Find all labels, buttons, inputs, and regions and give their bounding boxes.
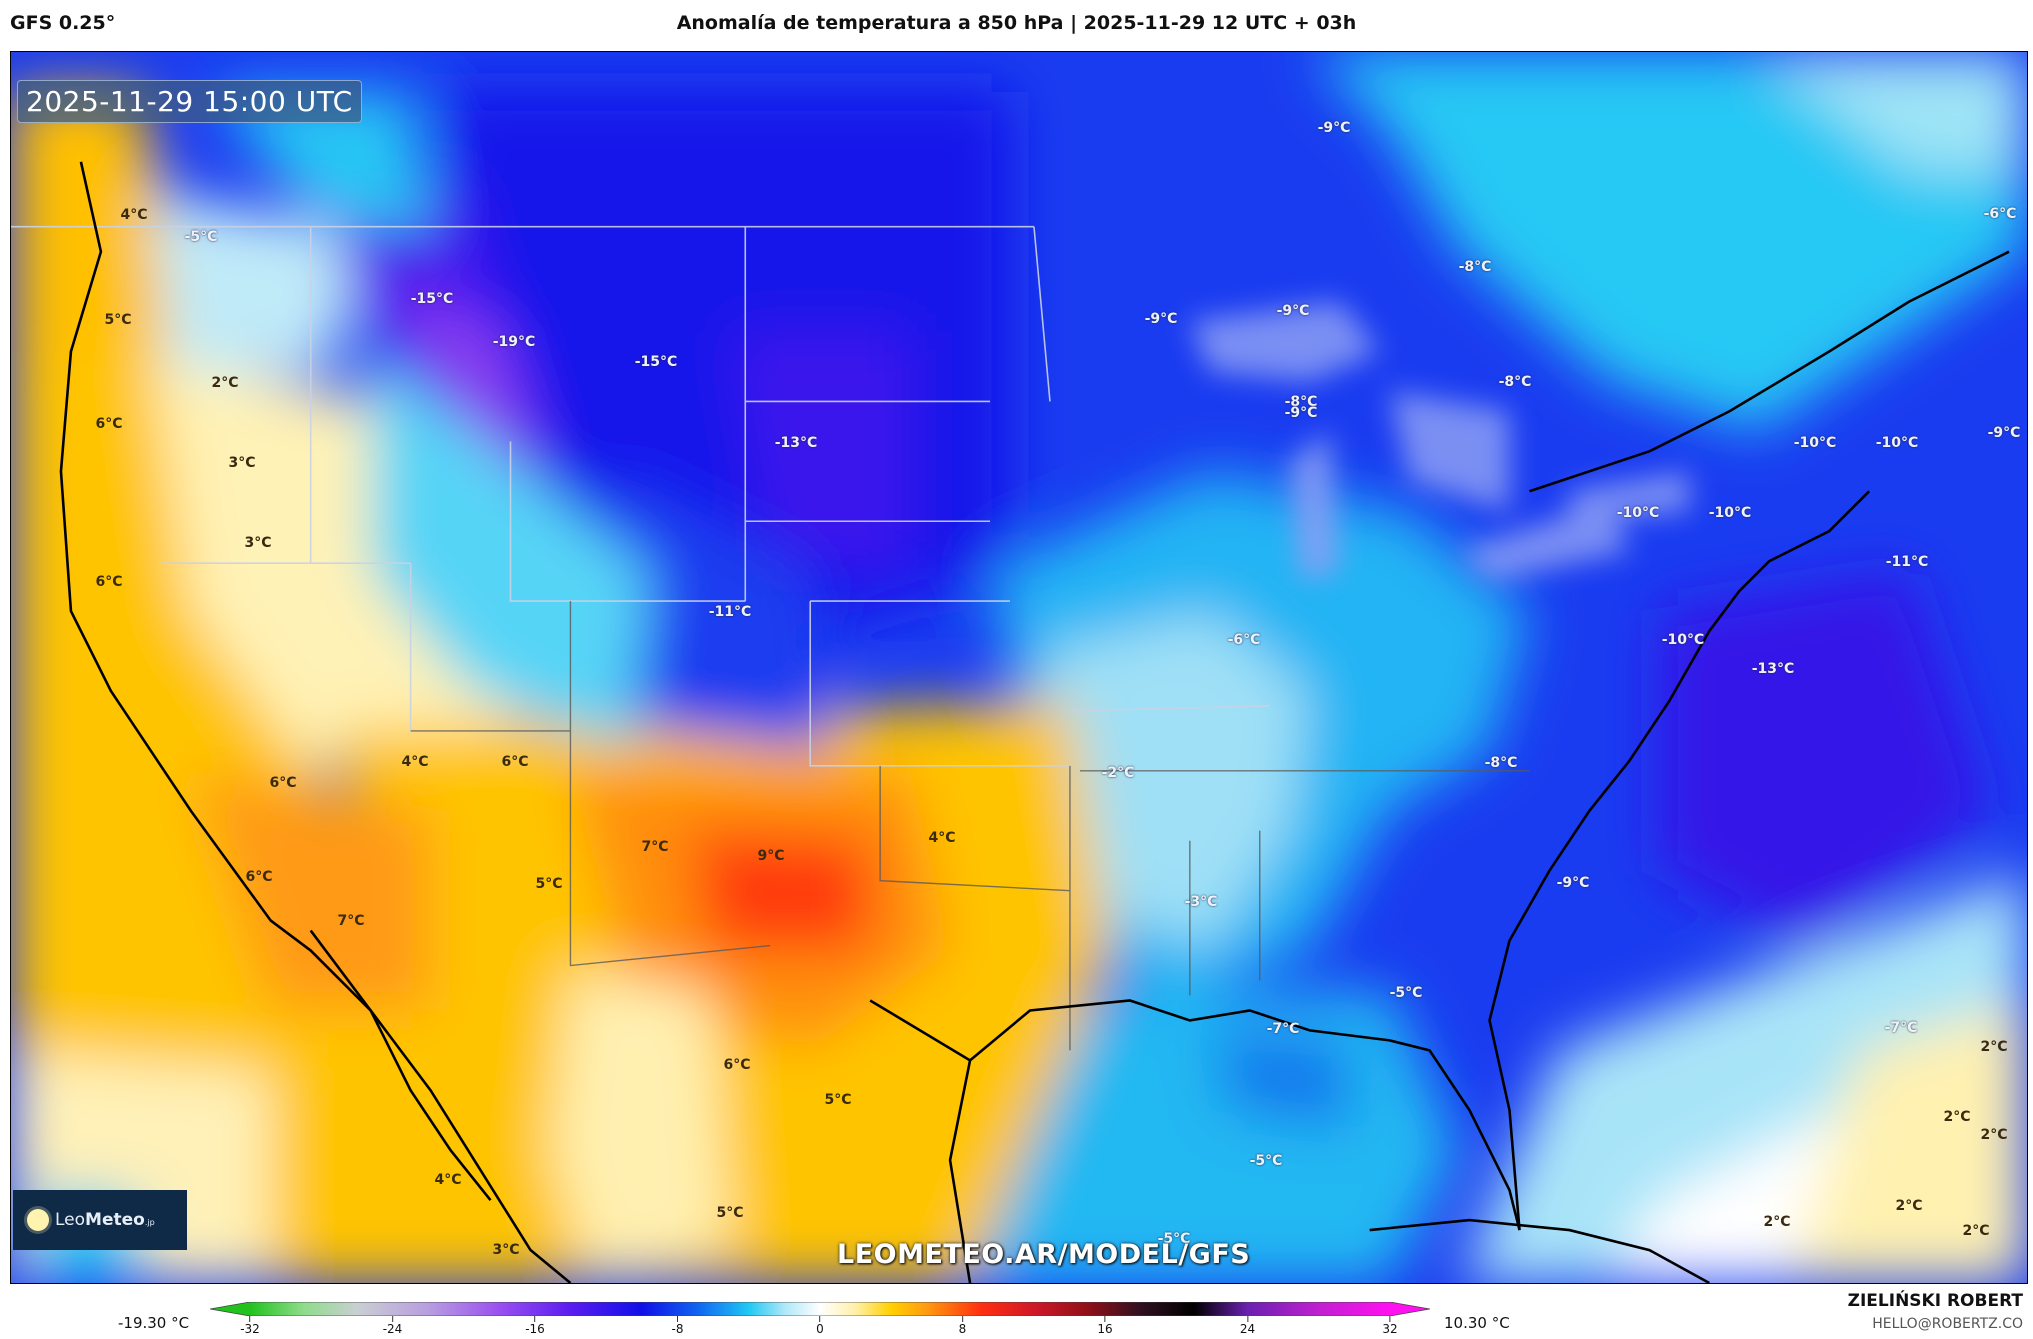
colorbar-tick: -16 <box>525 1316 545 1336</box>
contour-label: 7°C <box>641 839 669 855</box>
contour-label: -9°C <box>1987 425 2021 441</box>
contour-label: -9°C <box>1317 120 1351 136</box>
source-watermark: LEOMETEO.AR/MODEL/GFS <box>837 1239 1251 1270</box>
contour-label: 2°C <box>1962 1223 1990 1239</box>
colorbar-tick: 8 <box>959 1316 967 1336</box>
colorbar-tick: -8 <box>672 1316 684 1336</box>
contour-label: 7°C <box>337 913 365 929</box>
model-label: GFS 0.25° <box>10 12 116 34</box>
contour-label: -13°C <box>1751 661 1795 677</box>
contour-label: 4°C <box>120 207 148 223</box>
contour-label: -10°C <box>1793 435 1837 451</box>
colorbar-min-label: -19.30 °C <box>118 1314 190 1332</box>
contour-label: 2°C <box>1980 1127 2008 1143</box>
contour-label: -5°C <box>1157 1231 1191 1247</box>
contour-label: -7°C <box>1266 1021 1300 1037</box>
contour-label: -19°C <box>492 334 536 350</box>
colorbar-ticks: -32 -24 -16 -8 0 8 16 24 32 <box>210 1316 1430 1338</box>
author-credit: ZIELIŃSKI ROBERT <box>1847 1291 2023 1311</box>
contour-label: 6°C <box>95 574 123 590</box>
contour-label: -8°C <box>1458 259 1492 275</box>
temperature-anomaly-map[interactable]: 2025-11-29 15:00 UTC 4°C -5°C 5°C -15°C -19°… <box>10 51 2028 1284</box>
contour-label: 2°C <box>1763 1214 1791 1230</box>
contour-label: 4°C <box>401 754 429 770</box>
contour-label: -11°C <box>708 604 752 620</box>
contour-label: 5°C <box>104 312 132 328</box>
contour-label: -9°C <box>1144 311 1178 327</box>
anomaly-field <box>11 52 2027 1283</box>
contour-label: -9°C <box>1556 875 1590 891</box>
contour-label: 4°C <box>928 830 956 846</box>
author-email[interactable]: HELLO@ROBERTZ.CO <box>1872 1316 2023 1332</box>
contour-label: -9°C <box>1284 405 1318 421</box>
colorbar-tick: -24 <box>383 1316 403 1336</box>
contour-label: -11°C <box>1885 554 1929 570</box>
contour-label: -5°C <box>1389 985 1423 1001</box>
contour-label: -9°C <box>1276 303 1310 319</box>
colorbar <box>210 1302 1430 1316</box>
colorbar-legend: -19.30 °C -32 -24 -16 -8 0 8 16 24 32 10.30 °C <box>0 1290 2033 1339</box>
contour-label: -13°C <box>774 435 818 451</box>
contour-label: 5°C <box>535 876 563 892</box>
contour-label: 5°C <box>716 1205 744 1221</box>
contour-label: 6°C <box>269 775 297 791</box>
colorbar-tick: 16 <box>1097 1316 1112 1336</box>
contour-label: -10°C <box>1708 505 1752 521</box>
colorbar-tick: 24 <box>1240 1316 1255 1336</box>
contour-label: -6°C <box>1227 632 1261 648</box>
contour-label: 5°C <box>824 1092 852 1108</box>
contour-label: 3°C <box>492 1242 520 1258</box>
contour-label: -7°C <box>1884 1020 1918 1036</box>
colorbar-tick: 32 <box>1382 1316 1397 1336</box>
leometeo-logo[interactable]: LeoMeteo.jp <box>13 1190 187 1250</box>
contour-label: 3°C <box>228 455 256 471</box>
contour-label: 3°C <box>244 535 272 551</box>
contour-label: -5°C <box>184 229 218 245</box>
contour-label: 2°C <box>1943 1109 1971 1125</box>
contour-label: -6°C <box>1983 206 2017 222</box>
contour-label: -3°C <box>1184 894 1218 910</box>
contour-label: -8°C <box>1498 374 1532 390</box>
colorbar-tick: 0 <box>816 1316 824 1336</box>
map-title: Anomalía de temperatura a 850 hPa | 2025… <box>676 12 1357 34</box>
sun-icon <box>27 1209 49 1231</box>
contour-label: -8°C <box>1484 755 1518 771</box>
contour-label: 2°C <box>1980 1039 2008 1055</box>
logo-text: LeoMeteo.jp <box>55 1210 155 1230</box>
contour-label: -5°C <box>1249 1153 1283 1169</box>
contour-label: 6°C <box>245 869 273 885</box>
colorbar-max-label: 10.30 °C <box>1444 1314 1510 1332</box>
contour-label: 6°C <box>723 1057 751 1073</box>
contour-label: 9°C <box>757 848 785 864</box>
contour-label: 4°C <box>434 1172 462 1188</box>
contour-label: -10°C <box>1875 435 1919 451</box>
contour-label: 2°C <box>1895 1198 1923 1214</box>
contour-label: 6°C <box>501 754 529 770</box>
colorbar-tick: -32 <box>240 1316 260 1336</box>
contour-label: 6°C <box>95 416 123 432</box>
contour-label: -8°C <box>1284 394 1318 410</box>
contour-label: -10°C <box>1616 505 1660 521</box>
contour-label: 2°C <box>211 375 239 391</box>
contour-label: -15°C <box>634 354 678 370</box>
contour-label: -2°C <box>1101 765 1135 781</box>
contour-label: -10°C <box>1661 632 1705 648</box>
valid-time-badge: 2025-11-29 15:00 UTC <box>17 80 362 123</box>
contour-label: -15°C <box>410 291 454 307</box>
